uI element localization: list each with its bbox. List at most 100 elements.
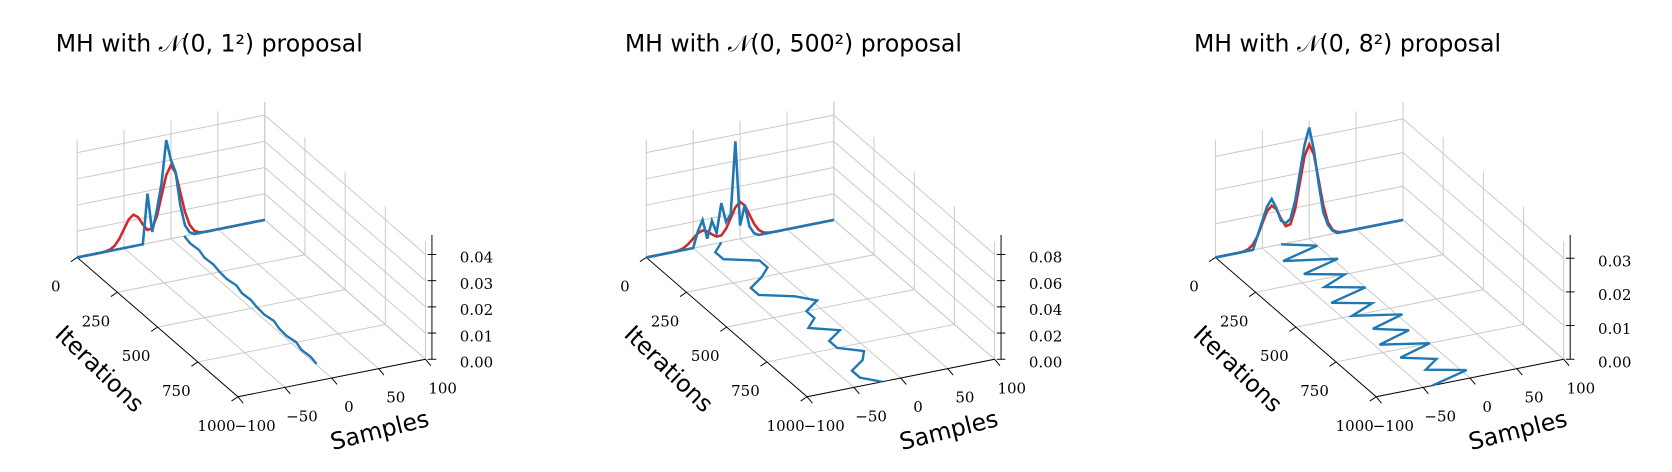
grid-line xyxy=(264,219,426,360)
y-tick-label: 0 xyxy=(1189,277,1199,295)
y-tick-label: 0 xyxy=(620,277,630,295)
x-tick-label: −50 xyxy=(286,407,318,425)
x-tick-label: 100 xyxy=(1567,379,1596,397)
x-axis-label: Samples xyxy=(897,404,1001,456)
x-tick xyxy=(900,377,907,385)
density-line xyxy=(76,139,265,259)
chart-title: MH with 𝒩(0, 1²) proposal xyxy=(56,30,363,58)
density-line xyxy=(646,141,835,259)
z-tick-label: 0.00 xyxy=(1598,354,1631,372)
grid-line xyxy=(1215,152,1404,191)
y-tick-label: 750 xyxy=(731,382,760,400)
grid-line xyxy=(117,254,306,293)
y-tick xyxy=(639,257,647,263)
z-tick-label: 0.00 xyxy=(1029,354,1062,372)
y-tick xyxy=(1369,396,1377,402)
x-tick-label: −100 xyxy=(234,417,275,435)
y-tick xyxy=(1248,291,1256,297)
grid-line xyxy=(833,167,995,308)
grid-line xyxy=(686,254,875,293)
z-tick-label: 0.00 xyxy=(460,354,493,372)
chain-trace xyxy=(183,235,318,365)
y-tick-label: 1000 xyxy=(1336,417,1374,435)
y-tick xyxy=(1289,326,1297,332)
x-tick-label: −100 xyxy=(1373,417,1414,435)
y-tick xyxy=(800,396,808,402)
grid-line xyxy=(1255,254,1444,293)
grid-line xyxy=(1402,152,1565,293)
x-tick xyxy=(1516,368,1523,376)
x-tick xyxy=(1375,396,1382,404)
chain-trace xyxy=(1281,243,1468,387)
y-tick xyxy=(719,326,727,332)
x-tick xyxy=(425,358,432,366)
grid-line xyxy=(1402,118,1565,259)
y-tick xyxy=(150,326,158,332)
z-tick-label: 0.03 xyxy=(460,275,493,293)
chain-trace xyxy=(713,241,883,383)
x-tick xyxy=(1422,387,1429,395)
y-tick-label: 1000 xyxy=(197,417,235,435)
y-tick xyxy=(679,291,687,297)
panel: MH with 𝒩(0, 8²) proposal02505007501000−… xyxy=(1188,30,1632,456)
grid-line xyxy=(264,167,426,308)
x-tick xyxy=(994,358,1001,366)
y-tick xyxy=(110,291,118,297)
z-tick-label: 0.02 xyxy=(1598,286,1631,304)
x-tick xyxy=(378,368,385,376)
z-tick-label: 0.06 xyxy=(1029,275,1062,293)
x-tick-label: 0 xyxy=(1482,398,1492,416)
grid-line xyxy=(197,323,386,363)
chart-title: MH with 𝒩(0, 8²) proposal xyxy=(1194,30,1501,58)
grid-line xyxy=(646,140,834,180)
x-tick-label: −50 xyxy=(1424,407,1456,425)
x-axis-label: Samples xyxy=(327,404,431,456)
grid-line xyxy=(264,114,426,255)
panel: MH with 𝒩(0, 500²) proposal0250500750100… xyxy=(619,30,1063,456)
grid-line xyxy=(1215,118,1404,157)
y-tick xyxy=(70,257,78,263)
x-tick-label: 50 xyxy=(386,389,405,407)
grid-line xyxy=(77,167,265,206)
density-line xyxy=(1215,127,1404,259)
z-tick-label: 0.03 xyxy=(1598,252,1631,270)
z-tick-label: 0.02 xyxy=(1029,327,1062,345)
grid-line xyxy=(77,193,265,232)
grid-line xyxy=(833,219,995,360)
x-tick xyxy=(1469,377,1476,385)
y-tick-label: 250 xyxy=(82,312,111,330)
grid-line xyxy=(1402,185,1565,326)
x-tick xyxy=(853,387,860,395)
y-tick xyxy=(191,361,199,367)
x-tick-label: 100 xyxy=(428,379,457,397)
grid-line xyxy=(766,323,955,363)
y-axis-label: Iterations xyxy=(1188,320,1288,418)
y-tick xyxy=(1329,361,1337,367)
y-tick-label: 500 xyxy=(691,347,720,365)
y-tick xyxy=(1208,257,1216,263)
grid-line xyxy=(264,140,426,282)
grid-line xyxy=(1215,185,1404,225)
grid-line xyxy=(264,193,426,334)
grid-line xyxy=(646,114,834,154)
x-tick xyxy=(947,368,954,376)
panel: MH with 𝒩(0, 1²) proposal02505007501000−… xyxy=(50,30,494,456)
grid-line xyxy=(833,193,995,334)
x-tick-label: 50 xyxy=(1524,389,1543,407)
x-tick-label: 0 xyxy=(344,398,354,416)
x-tick xyxy=(237,396,244,404)
y-tick-label: 250 xyxy=(1220,312,1249,330)
x-tick-label: 50 xyxy=(955,389,974,407)
grid-line xyxy=(833,140,995,282)
chart-title: MH with 𝒩(0, 500²) proposal xyxy=(625,30,962,58)
x-tick-label: −100 xyxy=(804,417,845,435)
x-tick-label: 0 xyxy=(913,398,923,416)
y-tick-label: 500 xyxy=(1260,347,1289,365)
grid-line xyxy=(726,289,915,328)
y-tick-label: 500 xyxy=(122,347,151,365)
z-tick-label: 0.08 xyxy=(1029,249,1062,267)
grid-line xyxy=(1402,219,1565,360)
y-tick-label: 250 xyxy=(651,312,680,330)
x-tick-label: 100 xyxy=(997,379,1026,397)
